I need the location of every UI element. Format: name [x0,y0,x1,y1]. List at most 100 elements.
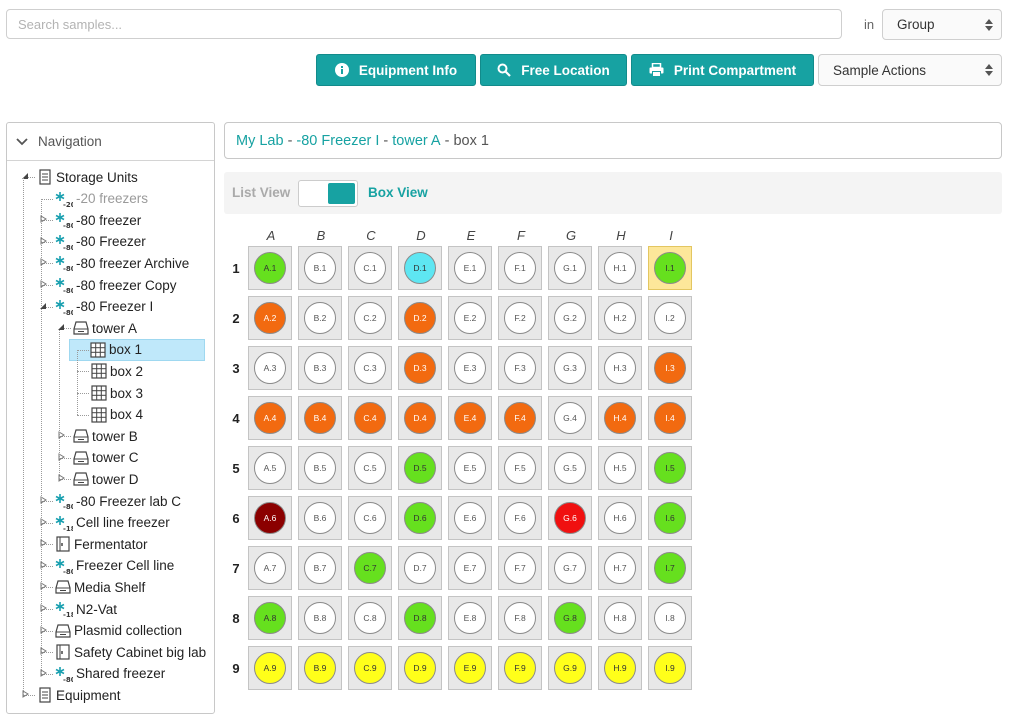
sample-well[interactable]: A.3 [254,352,286,384]
tree-item[interactable]: -80-80 Freezer I [55,297,153,317]
sample-well[interactable]: A.8 [254,602,286,634]
box-cell[interactable]: A.4 [248,396,292,440]
box-cell[interactable]: B.1 [298,246,342,290]
sample-well[interactable]: H.7 [604,552,636,584]
sample-well[interactable]: I.3 [654,352,686,384]
sample-well[interactable]: A.2 [254,302,286,334]
sample-well[interactable]: C.6 [354,502,386,534]
box-cell[interactable]: B.7 [298,546,342,590]
box-cell[interactable]: E.9 [448,646,492,690]
sample-well[interactable]: I.5 [654,452,686,484]
box-cell[interactable]: B.4 [298,396,342,440]
tree-item[interactable]: -80-80 freezer Archive [55,253,189,273]
sample-well[interactable]: G.9 [554,652,586,684]
sample-well[interactable]: E.5 [454,452,486,484]
free-location-button[interactable]: Free Location [480,54,627,86]
box-cell[interactable]: F.6 [498,496,542,540]
tree-item[interactable]: box 2 [91,361,143,381]
sample-actions-select[interactable]: Sample Actions [818,54,1002,86]
tree-item[interactable]: -20-20 freezers [55,189,148,209]
sample-well[interactable]: I.6 [654,502,686,534]
breadcrumb-link-lab[interactable]: My Lab [236,132,284,149]
sample-well[interactable]: E.4 [454,402,486,434]
box-cell[interactable]: A.8 [248,596,292,640]
box-cell[interactable]: I.1 [648,246,692,290]
equipment-info-button[interactable]: Equipment Info [316,54,476,86]
box-cell[interactable]: E.3 [448,346,492,390]
tree-item[interactable]: -80-80 Freezer lab C [55,491,181,511]
box-cell[interactable]: D.4 [398,396,442,440]
box-cell[interactable]: D.8 [398,596,442,640]
box-cell[interactable]: C.5 [348,446,392,490]
box-cell[interactable]: A.2 [248,296,292,340]
box-cell[interactable]: H.7 [598,546,642,590]
sample-well[interactable]: H.3 [604,352,636,384]
sample-well[interactable]: D.1 [404,252,436,284]
sample-well[interactable]: H.6 [604,502,636,534]
sample-well[interactable]: G.1 [554,252,586,284]
tree-item[interactable]: Storage Units [37,167,138,187]
sample-well[interactable]: H.8 [604,602,636,634]
box-cell[interactable]: F.7 [498,546,542,590]
sample-well[interactable]: G.3 [554,352,586,384]
sample-well[interactable]: B.4 [304,402,336,434]
sample-well[interactable]: D.8 [404,602,436,634]
sample-well[interactable]: C.7 [354,552,386,584]
box-cell[interactable]: I.7 [648,546,692,590]
box-cell[interactable]: G.7 [548,546,592,590]
navigation-header[interactable]: Navigation [7,123,214,161]
sample-well[interactable]: E.2 [454,302,486,334]
sample-well[interactable]: F.2 [504,302,536,334]
breadcrumb-link-freezer[interactable]: -80 Freezer I [296,132,380,149]
box-cell[interactable]: G.8 [548,596,592,640]
box-cell[interactable]: C.3 [348,346,392,390]
box-cell[interactable]: I.6 [648,496,692,540]
sample-well[interactable]: G.6 [554,502,586,534]
sample-well[interactable]: B.3 [304,352,336,384]
box-cell[interactable]: G.6 [548,496,592,540]
box-cell[interactable]: H.4 [598,396,642,440]
box-cell[interactable]: I.9 [648,646,692,690]
box-cell[interactable]: B.5 [298,446,342,490]
tree-item[interactable]: tower A [73,318,137,338]
print-compartment-button[interactable]: Print Compartment [631,54,814,86]
sample-well[interactable]: A.1 [254,252,286,284]
sample-well[interactable]: I.8 [654,602,686,634]
box-cell[interactable]: C.7 [348,546,392,590]
sample-well[interactable]: H.2 [604,302,636,334]
box-cell[interactable]: F.3 [498,346,542,390]
box-cell[interactable]: F.1 [498,246,542,290]
box-cell[interactable]: H.3 [598,346,642,390]
box-cell[interactable]: C.9 [348,646,392,690]
box-cell[interactable]: C.2 [348,296,392,340]
sample-well[interactable]: C.4 [354,402,386,434]
sample-well[interactable]: E.1 [454,252,486,284]
box-cell[interactable]: E.5 [448,446,492,490]
tree-item[interactable]: -180N2-Vat [55,599,117,619]
sample-well[interactable]: A.4 [254,402,286,434]
box-cell[interactable]: I.3 [648,346,692,390]
sample-well[interactable]: B.6 [304,502,336,534]
tree-item[interactable]: -180Cell line freezer [55,513,170,533]
box-cell[interactable]: E.1 [448,246,492,290]
sample-well[interactable]: E.7 [454,552,486,584]
sample-well[interactable]: I.9 [654,652,686,684]
box-view-label[interactable]: Box View [368,185,428,200]
box-cell[interactable]: G.2 [548,296,592,340]
sample-well[interactable]: C.3 [354,352,386,384]
sample-well[interactable]: D.9 [404,652,436,684]
sample-well[interactable]: C.9 [354,652,386,684]
sample-well[interactable]: H.5 [604,452,636,484]
list-view-label[interactable]: List View [232,185,291,200]
sample-well[interactable]: C.2 [354,302,386,334]
sample-well[interactable]: F.8 [504,602,536,634]
box-cell[interactable]: F.4 [498,396,542,440]
sample-well[interactable]: I.4 [654,402,686,434]
sample-well[interactable]: B.5 [304,452,336,484]
box-cell[interactable]: B.2 [298,296,342,340]
box-cell[interactable]: H.2 [598,296,642,340]
sample-well[interactable]: F.3 [504,352,536,384]
box-cell[interactable]: D.1 [398,246,442,290]
sample-well[interactable]: G.8 [554,602,586,634]
sample-well[interactable]: F.4 [504,402,536,434]
